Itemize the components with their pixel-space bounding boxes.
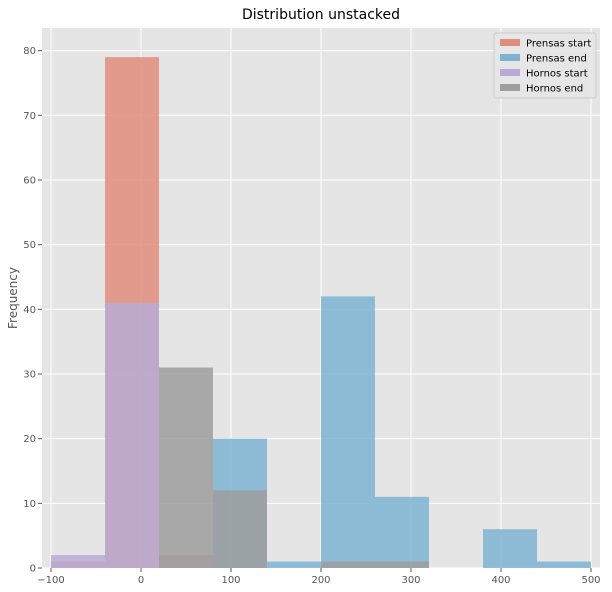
y-tick-label: 0 [30,564,36,575]
chart-title: Distribution unstacked [242,7,400,23]
y-axis-label: Frequency [6,267,20,329]
legend-label: Prensas start [526,39,591,50]
bar [213,490,267,568]
x-axis: −100 0 100 200 300 400 500 [37,568,601,586]
bar [51,555,105,568]
bar [321,561,375,568]
legend-label: Prensas end [526,54,587,65]
y-tick-label: 60 [23,175,36,186]
bar [375,496,429,568]
bars [51,57,591,568]
x-tick-label: 300 [401,575,420,586]
x-tick-label: 100 [221,575,240,586]
x-tick-label: 500 [581,575,600,586]
bar [267,561,321,568]
y-axis: 0 10 20 30 40 50 60 70 80 [23,46,42,575]
bar [159,367,213,568]
legend-label: Hornos end [526,84,583,95]
legend-box [493,32,597,99]
y-tick-label: 20 [23,434,36,445]
legend-label: Hornos start [526,69,588,80]
y-tick-label: 40 [23,305,36,316]
legend: Prensas start Prensas end Hornos start Horn… [493,32,597,99]
bar [537,561,591,568]
y-tick-label: 80 [23,46,36,57]
y-tick-label: 70 [23,111,36,122]
bar [105,302,159,568]
legend-swatch [500,69,520,76]
y-tick-label: 30 [23,369,36,380]
bar [321,296,375,568]
x-tick-label: 0 [138,575,144,586]
x-tick-label: −100 [37,575,64,586]
bar [483,529,537,568]
legend-swatch [500,54,520,61]
legend-swatch [500,84,520,91]
bar [375,561,429,568]
x-tick-label: 400 [491,575,510,586]
y-tick-label: 50 [23,240,36,251]
x-tick-label: 200 [311,575,330,586]
legend-swatch [500,39,520,46]
y-tick-label: 10 [23,499,36,510]
